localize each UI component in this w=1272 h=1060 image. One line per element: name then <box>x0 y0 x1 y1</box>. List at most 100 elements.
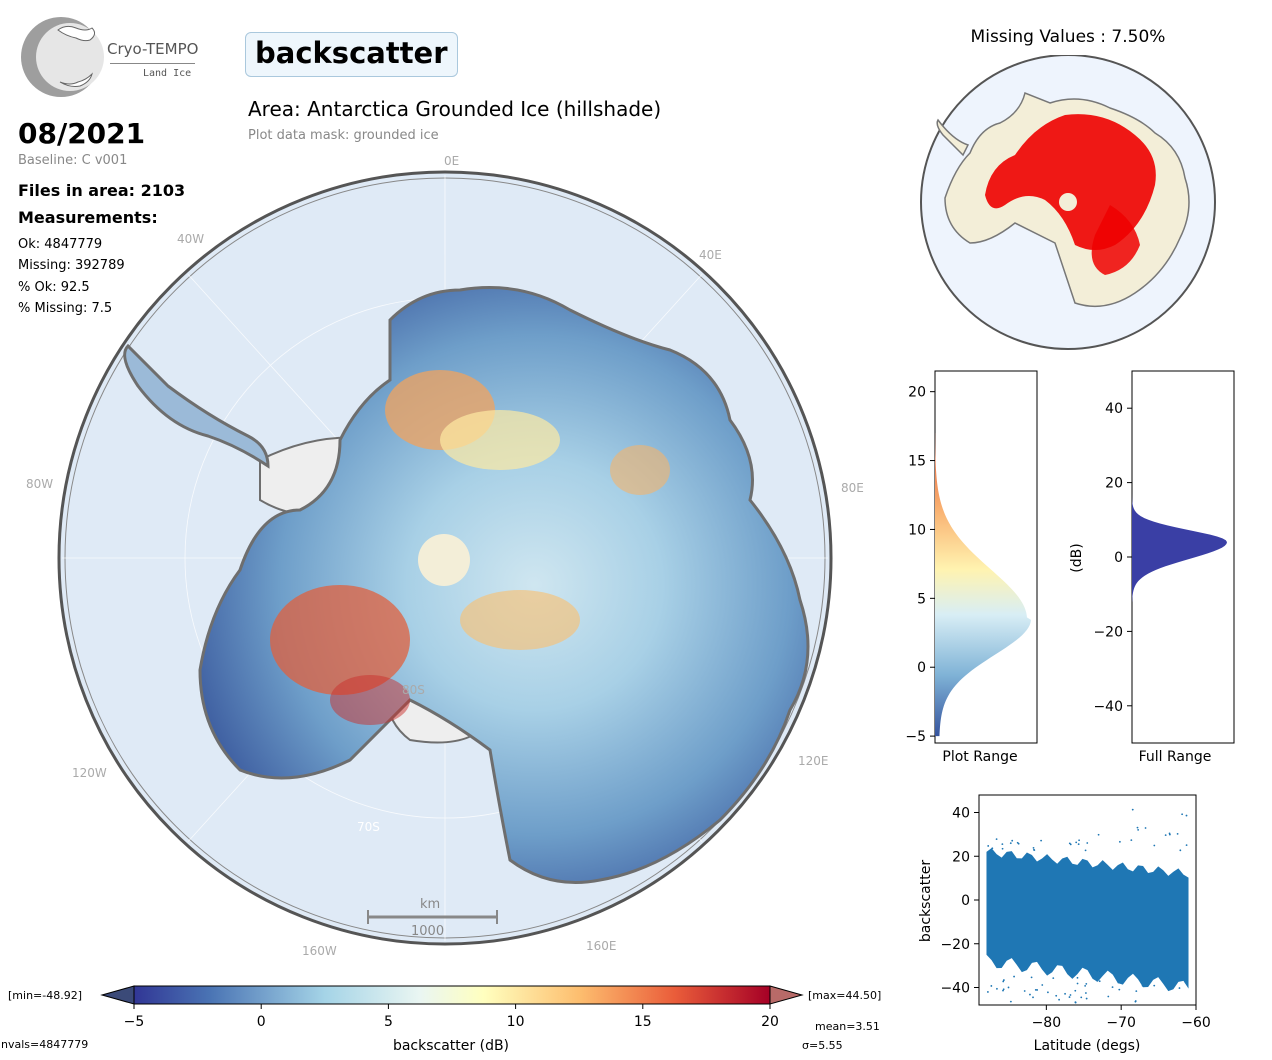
stat-missing: Missing: 392789 <box>18 258 125 273</box>
hist-full-range-tick-label: −20 <box>1093 624 1123 640</box>
scatter-point <box>1034 988 1037 991</box>
lon-label-40e: 40E <box>699 248 722 262</box>
scatter-point <box>1041 984 1044 986</box>
scatter-point <box>1002 988 1005 991</box>
files-label: Files in area: 2103 <box>18 181 186 200</box>
scatter-point <box>1084 849 1087 852</box>
scatter-point <box>1111 986 1114 989</box>
colorbar-tick-label: 15 <box>634 1014 652 1030</box>
colorbar-tick-label: 20 <box>761 1014 779 1030</box>
lon-label-120e: 120E <box>798 754 829 768</box>
scatter-point <box>1076 982 1079 985</box>
scatter-x-tick-label: −80 <box>1032 1015 1062 1031</box>
lon-label-160e: 160E <box>586 939 617 953</box>
hist-plot-range-tick-label: 15 <box>908 454 926 470</box>
scatter-point <box>1069 994 1072 996</box>
scatter-point <box>1153 844 1156 847</box>
scatter-point <box>1184 981 1187 984</box>
colorbar-label: backscatter (dB) <box>393 1038 509 1054</box>
hist-plot-range-tick-label: 5 <box>917 591 926 607</box>
scatter-point <box>1167 986 1170 989</box>
lat-label-70s: 70S <box>357 820 380 834</box>
scatter-point <box>1085 983 1088 985</box>
scatter-point <box>1052 977 1055 980</box>
scatter-point <box>1069 843 1072 846</box>
scatter-point <box>1032 996 1034 999</box>
hist-plot-range-tick-label: 20 <box>908 385 926 401</box>
logo-divider <box>110 63 195 64</box>
scatter-point <box>1136 826 1139 829</box>
lon-label-80w: 80W <box>26 477 54 491</box>
hist-full-range-tick-label: 40 <box>1105 401 1123 417</box>
scatter-point <box>1176 832 1179 835</box>
baseline-label: Baseline: C v001 <box>18 153 128 168</box>
scatter-point <box>1033 849 1036 852</box>
scatter-point <box>1075 841 1078 844</box>
scatter-point <box>1074 1001 1077 1003</box>
scatter-point <box>1107 995 1110 998</box>
scatter-point <box>1064 992 1066 995</box>
scatter-point <box>1085 992 1087 994</box>
scatter-point <box>1013 975 1015 978</box>
scale-bar-unit: km <box>420 897 440 912</box>
histogram-full-range-bars <box>1132 490 1227 602</box>
scatter-point <box>1134 1000 1137 1002</box>
stat-pct-missing: % Missing: 7.5 <box>18 301 113 316</box>
scatter-x-tick-label: −60 <box>1181 1015 1211 1031</box>
scatter-point <box>1001 847 1004 850</box>
scatter-point <box>995 838 998 841</box>
scatter-point <box>996 987 998 990</box>
colorbar-nvals: nvals=4847779 <box>1 1038 88 1051</box>
scatter-point <box>1058 998 1060 1001</box>
missing-values-map <box>920 55 1216 350</box>
scatter-x-tick-label: −70 <box>1106 1015 1136 1031</box>
scatter-point <box>1185 814 1188 817</box>
scatter-point <box>1092 976 1094 979</box>
colorbar-tick-label: 5 <box>384 1014 393 1030</box>
scatter-point <box>1096 979 1098 982</box>
logo-name: Cryo-TEMPO <box>107 40 199 58</box>
scatter-point <box>1178 987 1181 989</box>
hist-full-range-xlabel: Full Range <box>1139 749 1212 765</box>
scatter-point <box>1086 842 1089 844</box>
scatter-ylabel: backscatter <box>918 860 934 942</box>
scatter-point <box>1002 989 1004 992</box>
stat-pct-ok: % Ok: 92.5 <box>18 280 90 295</box>
scatter-point <box>1085 997 1088 1000</box>
scatter-point <box>986 991 989 993</box>
colorbar-sigma: σ=5.55 <box>802 1039 843 1052</box>
scatter-point <box>1097 833 1100 836</box>
scatter-point <box>1009 842 1012 845</box>
scatter-point <box>1118 840 1121 843</box>
scatter-point <box>1131 808 1134 811</box>
hist-full-range-tick-label: 20 <box>1105 476 1123 492</box>
lon-label-0e: 0E <box>444 154 460 168</box>
hist-plot-range-tick-label: 10 <box>908 522 926 538</box>
scatter-point <box>1118 988 1121 991</box>
scatter-point <box>1023 990 1026 992</box>
mask-note: Plot data mask: grounded ice <box>248 128 439 143</box>
scatter-point <box>1080 996 1083 999</box>
scatter-y-tick-label: 20 <box>952 849 970 865</box>
scatter-point <box>1002 980 1005 983</box>
hist-plot-range-tick-label: −5 <box>905 729 926 745</box>
scatter-point <box>1001 843 1004 846</box>
scatter-point <box>990 985 993 987</box>
scatter-point <box>1185 844 1188 847</box>
histogram-plot-range-bars <box>935 433 1031 737</box>
scatter-y-tick-label: −40 <box>940 981 970 997</box>
scatter-point <box>1168 833 1171 836</box>
lon-label-160w: 160W <box>302 944 337 958</box>
scatter-point <box>1130 839 1133 842</box>
scatter-point <box>1181 813 1184 816</box>
scatter-point <box>987 845 990 847</box>
scatter-point <box>1153 984 1156 987</box>
scatter-point <box>1017 842 1020 845</box>
scatter-point <box>1137 829 1140 831</box>
scatter-point <box>1153 976 1156 979</box>
scatter-point-cloud <box>986 848 1189 992</box>
scatter-point <box>1077 843 1080 846</box>
antarctica-map: km 1000 80S 70S <box>57 170 833 946</box>
scatter-point <box>1117 981 1120 984</box>
scatter-point <box>1040 839 1043 842</box>
